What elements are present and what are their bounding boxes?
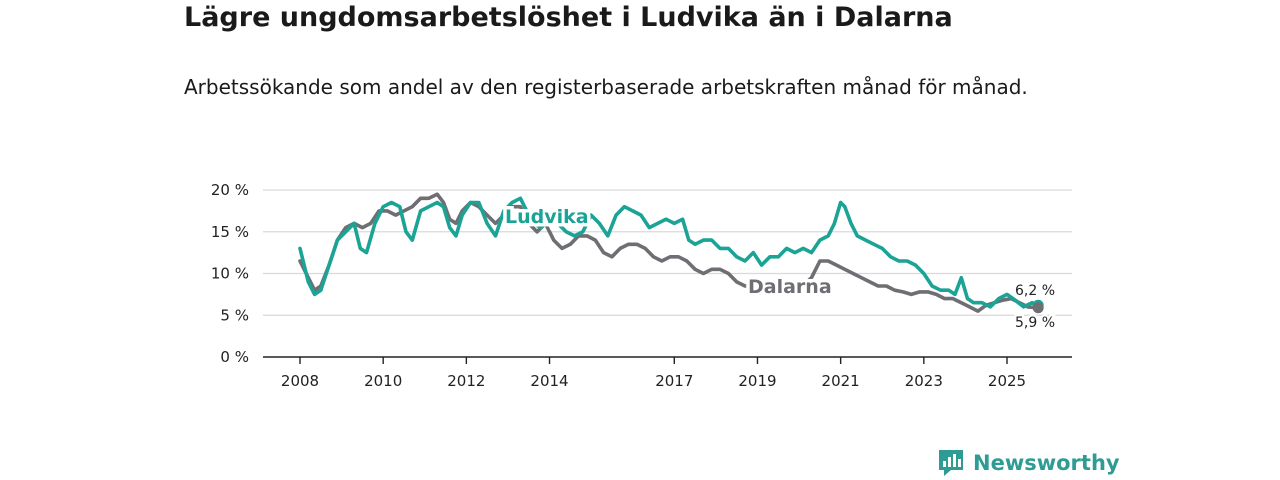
series-lines [298, 192, 1044, 314]
y-tick-label: 10 % [211, 265, 249, 283]
series-label-ludvika: Ludvika [505, 206, 589, 228]
y-tick-label: 0 % [220, 348, 249, 366]
series-line-dalarna [298, 192, 1040, 313]
x-tick-label: 2008 [281, 372, 319, 390]
x-tick-label: 2023 [905, 372, 943, 390]
y-tick-label: 20 % [211, 181, 249, 199]
x-tick-label: 2019 [738, 372, 776, 390]
newsworthy-logo: Newsworthy [937, 448, 1120, 478]
brand-name: Newsworthy [973, 451, 1120, 475]
y-tick-label: 15 % [211, 223, 249, 241]
x-tick-label: 2025 [988, 372, 1026, 390]
x-axis-ticks: 2008 2010 2012 2014 2017 2019 2021 2023 2025 [281, 357, 1026, 390]
chart-title: Lägre ungdomsarbetslöshet i Ludvika än i… [184, 2, 953, 33]
end-point-dalarna [1032, 302, 1044, 314]
series-line-ludvika [298, 196, 1040, 309]
series-label-dalarna: Dalarna [748, 276, 832, 298]
newsworthy-chart-icon [939, 450, 963, 476]
y-tick-label: 5 % [220, 306, 249, 324]
chart-subtitle: Arbetssökande som andel av den registerb… [184, 75, 1028, 99]
x-tick-label: 2017 [655, 372, 693, 390]
y-axis-ticks: 0 % 5 % 10 % 15 % 20 % [211, 181, 249, 366]
end-value-dalarna: 5,9 % [1015, 315, 1055, 331]
x-tick-label: 2012 [447, 372, 485, 390]
end-value-ludvika: 6,2 % [1015, 283, 1055, 299]
x-tick-label: 2021 [822, 372, 860, 390]
x-tick-label: 2014 [530, 372, 568, 390]
gridlines [263, 189, 1072, 358]
x-tick-label: 2010 [364, 372, 402, 390]
